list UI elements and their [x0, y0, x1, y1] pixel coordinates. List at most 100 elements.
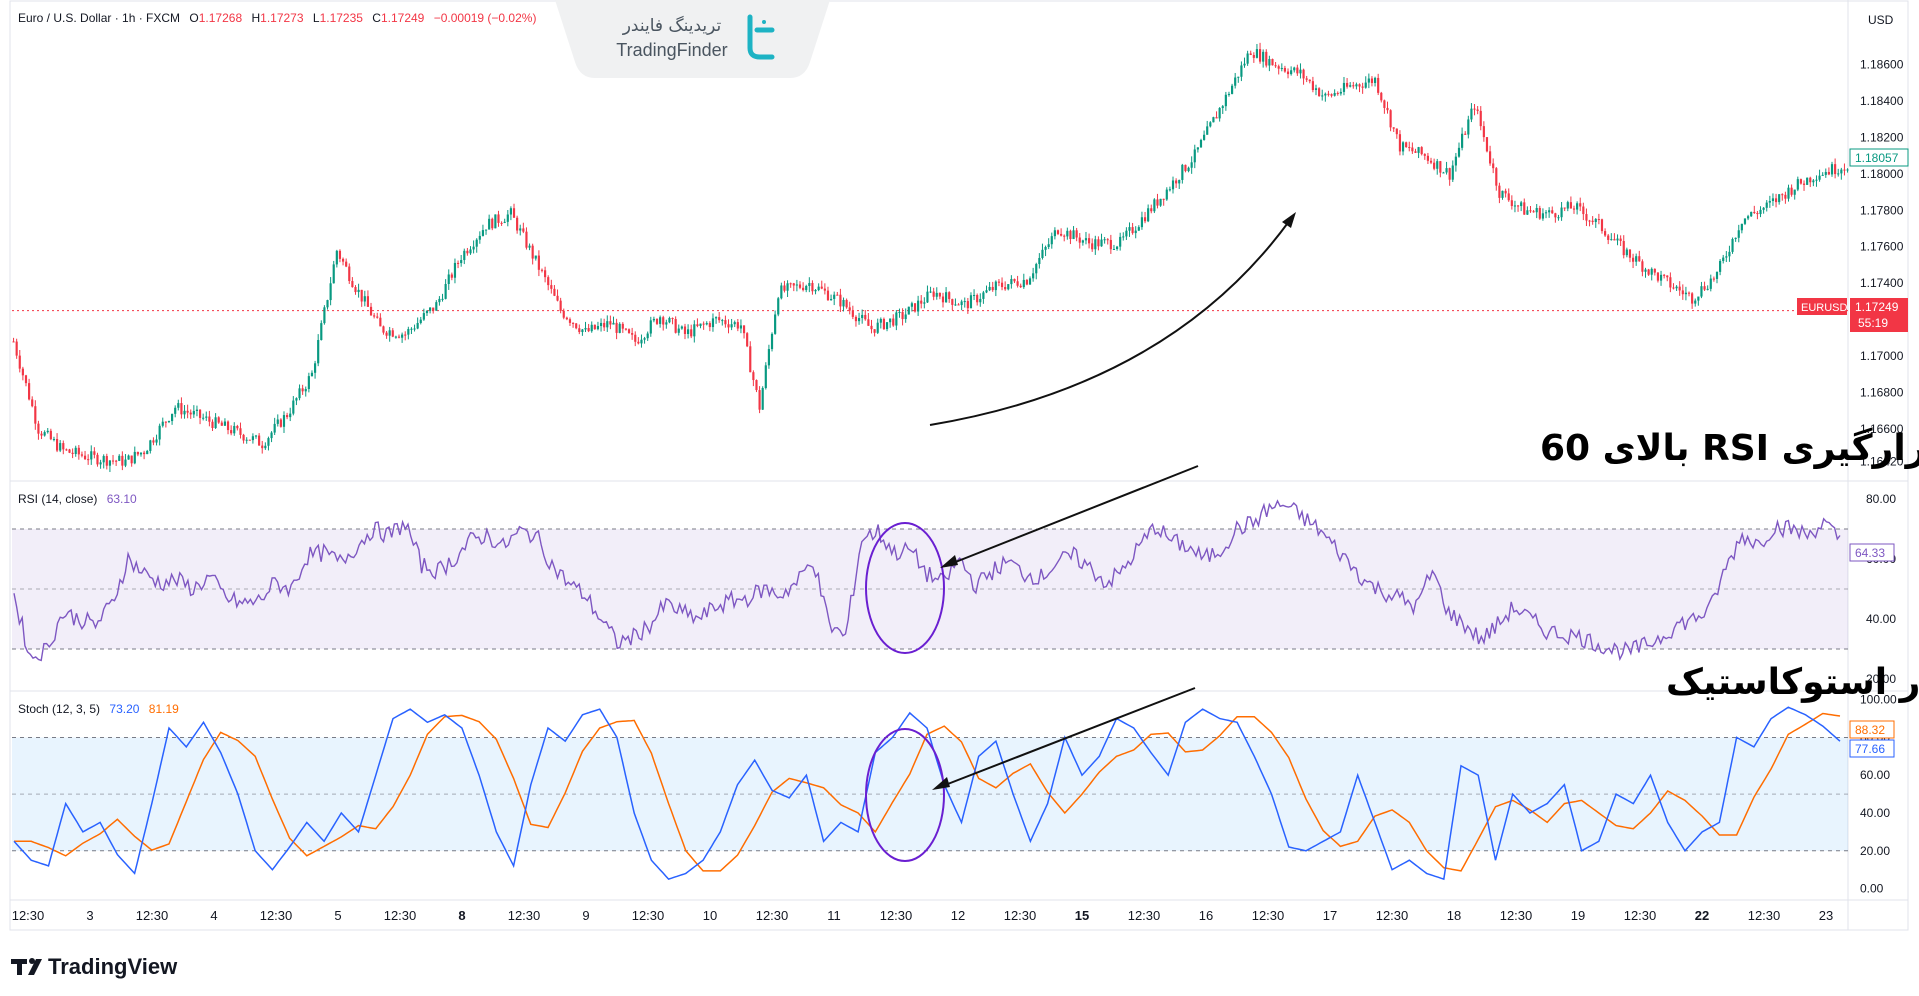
- candle-body: [310, 372, 314, 377]
- marker-price-box: [1849, 148, 1909, 167]
- candle-body: [394, 336, 397, 338]
- candle-body: [655, 318, 659, 324]
- candle-body: [506, 214, 509, 222]
- candle-body: [547, 277, 550, 286]
- candle-body: [1812, 180, 1815, 183]
- candle-body: [941, 296, 945, 303]
- candle-body: [556, 295, 559, 301]
- candle-body: [1321, 95, 1324, 97]
- candle-body: [1364, 82, 1367, 88]
- candle-body: [982, 292, 985, 299]
- candle-body: [1582, 206, 1585, 215]
- candle-body: [1569, 202, 1572, 209]
- candle-body: [739, 325, 743, 329]
- candle-body: [1022, 279, 1025, 288]
- candle-body: [1137, 227, 1140, 231]
- candle-body: [593, 324, 596, 330]
- candle-body: [876, 322, 879, 333]
- candle-body: [1367, 78, 1370, 83]
- candle-body: [1131, 227, 1134, 234]
- candle-body: [87, 459, 90, 461]
- candle-body: [702, 323, 705, 325]
- candle-body: [226, 421, 230, 431]
- candle-body: [279, 419, 282, 427]
- candle-body: [1765, 202, 1768, 208]
- candle-body: [18, 355, 21, 369]
- candle-body: [195, 409, 199, 411]
- price-tick-label: 1.16420: [1860, 455, 1904, 469]
- candle-body: [1255, 49, 1259, 58]
- candle-body: [829, 298, 833, 301]
- candle-body: [1740, 223, 1743, 231]
- candle-body: [108, 460, 112, 466]
- candle-body: [1591, 220, 1594, 222]
- stoch-legend[interactable]: Stoch (12, 3, 5) 73.20 81.19: [18, 702, 179, 716]
- tradingview-brand[interactable]: TradingView: [48, 954, 178, 979]
- stoch-d-axis-value: 88.32: [1855, 723, 1885, 737]
- candle-body: [736, 322, 739, 329]
- candle-body: [1072, 230, 1075, 240]
- candle-body: [1675, 286, 1678, 289]
- candle-body: [475, 239, 478, 247]
- rsi-tick-label: 80.00: [1866, 492, 1896, 506]
- time-tick-label: 12:30: [1500, 908, 1533, 923]
- candle-body: [786, 283, 789, 291]
- candle-body: [680, 326, 683, 329]
- candle-body: [1510, 200, 1513, 207]
- time-tick-label: 12:30: [1004, 908, 1037, 923]
- candle-body: [1346, 82, 1349, 87]
- candle-body: [553, 288, 556, 296]
- candle-body: [1498, 185, 1501, 198]
- candle-body: [1243, 63, 1246, 66]
- candle-body: [963, 301, 966, 303]
- candle-body: [861, 314, 864, 319]
- candle-body: [96, 454, 99, 465]
- candle-body: [1504, 190, 1507, 194]
- time-tick-label: 12:30: [1624, 908, 1657, 923]
- rsi-legend[interactable]: RSI (14, close) 63.10: [18, 492, 137, 506]
- candle-body: [627, 329, 631, 334]
- stoch-legend-d: 81.19: [149, 702, 179, 716]
- candle-body: [254, 435, 258, 437]
- currency-label[interactable]: USD: [1868, 13, 1894, 27]
- candle-body: [49, 430, 52, 440]
- candle-body: [1442, 172, 1445, 174]
- stoch-legend-title[interactable]: Stoch (12, 3, 5): [18, 702, 100, 716]
- candle-body: [1709, 278, 1712, 289]
- candle-body: [550, 285, 553, 289]
- candle-body: [1094, 239, 1097, 250]
- candle-body: [174, 407, 177, 414]
- candle-body: [99, 462, 102, 465]
- candle-body: [711, 318, 715, 328]
- rsi-legend-title[interactable]: RSI (14, close): [18, 492, 97, 506]
- candle-body: [1631, 257, 1635, 262]
- candle-body: [369, 306, 373, 316]
- candle-body: [512, 208, 516, 218]
- candle-body: [842, 299, 845, 307]
- candle-body: [1722, 257, 1725, 262]
- candle-body: [1572, 208, 1576, 210]
- candle-body: [354, 287, 357, 293]
- candle-body: [217, 417, 220, 423]
- candle-body: [1563, 207, 1566, 209]
- candle-body: [991, 286, 994, 291]
- candle-body: [1429, 160, 1433, 163]
- candle-body: [1516, 205, 1520, 207]
- candle-body: [1206, 126, 1209, 135]
- candle-body: [606, 321, 609, 328]
- candle-body: [1358, 84, 1361, 87]
- candle-body: [413, 328, 416, 330]
- candle-body: [1280, 67, 1283, 69]
- candle-body: [1028, 278, 1032, 285]
- candle-body: [239, 428, 242, 435]
- candle-body: [531, 245, 534, 259]
- candle-body: [488, 218, 491, 230]
- candle-body: [118, 455, 121, 461]
- uptrend-arrow: [929, 219, 1291, 426]
- candle-body: [258, 435, 261, 446]
- symbol-name[interactable]: Euro / U.S. Dollar · 1h · FXCM: [18, 11, 180, 25]
- candle-body: [1597, 219, 1600, 221]
- symbol-legend[interactable]: Euro / U.S. Dollar · 1h · FXCM O1.17268 …: [18, 11, 536, 25]
- time-axis[interactable]: 12:30 3 12:30 4 12:30 5 12:30 8 12:30 9 12:30 10 12:…: [12, 908, 1834, 923]
